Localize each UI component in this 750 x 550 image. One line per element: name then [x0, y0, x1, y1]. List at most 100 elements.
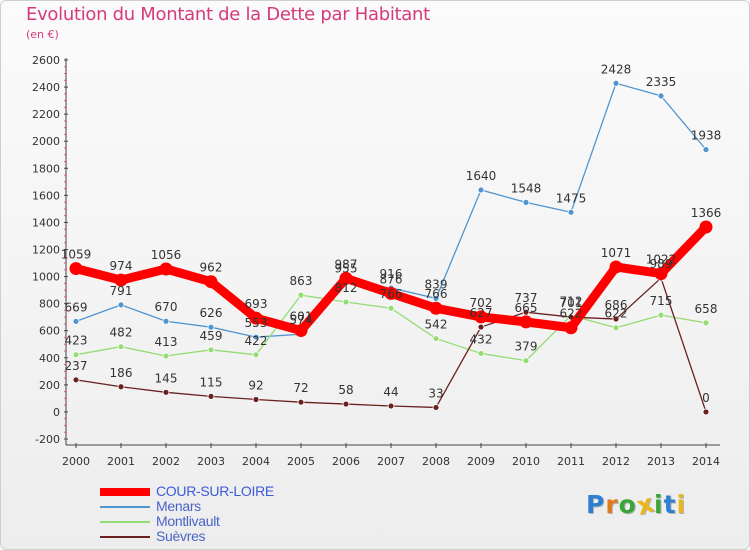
data-point — [297, 398, 305, 406]
data-label: 432 — [470, 332, 493, 346]
data-label: 1366 — [691, 206, 722, 220]
x-tick-label: 2007 — [377, 455, 405, 468]
data-label: 58 — [338, 383, 353, 397]
x-tick-label: 2003 — [197, 455, 225, 468]
data-label: 115 — [200, 375, 223, 389]
data-label: 916 — [380, 267, 403, 281]
data-point — [612, 315, 620, 323]
data-label: 702 — [470, 296, 493, 310]
data-label: 423 — [65, 334, 88, 348]
data-label: 553 — [245, 316, 268, 330]
data-point — [477, 186, 485, 194]
x-tick-label: 2011 — [557, 455, 585, 468]
data-label: 839 — [425, 277, 448, 291]
data-point — [657, 311, 665, 319]
data-point — [387, 402, 395, 410]
data-label: 812 — [335, 281, 358, 295]
data-point — [252, 396, 260, 403]
data-point — [387, 304, 395, 312]
data-point — [117, 301, 125, 309]
y-tick-label: 1000 — [32, 271, 60, 284]
legend-label: Suèvres — [156, 528, 206, 544]
data-point — [117, 383, 125, 391]
data-label: 1071 — [601, 246, 632, 260]
data-point — [564, 321, 578, 335]
data-point — [432, 404, 440, 411]
data-label: 876 — [380, 272, 403, 286]
x-tick-label: 2006 — [332, 455, 360, 468]
data-point — [207, 323, 215, 331]
data-point — [522, 357, 530, 365]
data-point — [702, 408, 710, 416]
x-tick-label: 2001 — [107, 455, 135, 468]
data-label: 145 — [155, 371, 178, 385]
data-label: 670 — [155, 300, 178, 314]
data-label: 33 — [428, 386, 443, 400]
data-label: 962 — [200, 261, 223, 275]
y-tick-label: 2000 — [32, 135, 60, 148]
legend-swatch — [100, 488, 150, 496]
legend-label: COUR-SUR-LOIRE — [156, 483, 274, 499]
data-point — [612, 324, 620, 332]
data-point — [699, 220, 713, 234]
data-point — [297, 291, 305, 299]
data-label: 989 — [650, 257, 673, 271]
y-tick-label: 2400 — [32, 81, 60, 94]
data-label: 737 — [515, 291, 538, 305]
data-point — [294, 324, 308, 338]
data-point — [432, 294, 440, 302]
data-label: 379 — [515, 340, 538, 354]
data-point — [429, 301, 443, 315]
legend-swatch — [100, 536, 150, 538]
data-label: 791 — [110, 284, 133, 298]
x-tick-label: 2002 — [152, 455, 180, 468]
data-label: 658 — [695, 302, 718, 316]
data-point — [654, 267, 668, 281]
data-label: 1475 — [556, 191, 587, 205]
data-label: 766 — [380, 287, 403, 301]
chart-series-lines — [69, 79, 713, 416]
legend-label: Menars — [156, 498, 201, 514]
data-point — [72, 351, 80, 359]
y-tick-label: 1200 — [32, 244, 60, 257]
data-point — [474, 310, 488, 324]
data-label: 766 — [425, 287, 448, 301]
data-label: 601 — [290, 310, 313, 324]
data-label: 459 — [200, 329, 223, 343]
y-tick-label: 1400 — [32, 216, 60, 229]
data-point — [207, 392, 215, 400]
data-label: 626 — [200, 306, 223, 320]
data-label: 686 — [605, 298, 628, 312]
legend-swatch — [100, 521, 150, 523]
x-tick-label: 2010 — [512, 455, 540, 468]
y-tick-label: -200 — [35, 433, 60, 446]
data-point — [72, 376, 80, 384]
legend-label: Montlivault — [156, 513, 220, 529]
chart-title: Evolution du Montant de la Dette par Hab… — [26, 4, 430, 25]
y-tick-label: 600 — [39, 325, 60, 338]
data-label: 482 — [110, 326, 133, 340]
data-point — [114, 273, 128, 287]
data-point — [657, 92, 665, 100]
data-label: 712 — [560, 295, 583, 309]
data-label: 693 — [245, 297, 268, 311]
x-tick-label: 2008 — [422, 455, 450, 468]
data-point — [72, 317, 80, 325]
data-label: 1059 — [61, 248, 92, 262]
data-label: 1640 — [466, 169, 497, 183]
data-point — [477, 350, 485, 357]
x-tick-label: 2000 — [62, 455, 90, 468]
x-tick-label: 2012 — [602, 455, 630, 468]
y-tick-label: 200 — [39, 379, 60, 392]
data-point — [159, 262, 173, 276]
data-point — [612, 79, 620, 87]
y-tick-label: 800 — [39, 298, 60, 311]
y-tick-label: 1600 — [32, 189, 60, 202]
data-label: 2428 — [601, 62, 632, 76]
data-label: 542 — [425, 318, 448, 332]
data-point — [477, 323, 485, 331]
data-point — [342, 400, 350, 408]
x-tick-label: 2009 — [467, 455, 495, 468]
data-label: 413 — [155, 335, 178, 349]
